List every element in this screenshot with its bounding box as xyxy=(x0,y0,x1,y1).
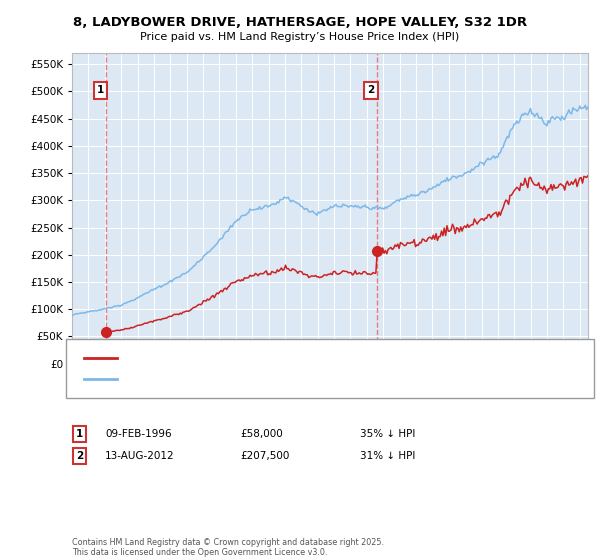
Text: 2: 2 xyxy=(76,451,83,461)
Text: HPI: Average price, detached house, Derbyshire Dales: HPI: Average price, detached house, Derb… xyxy=(126,374,383,383)
Text: 1: 1 xyxy=(97,86,104,95)
Text: £58,000: £58,000 xyxy=(240,429,283,439)
Text: 8, LADYBOWER DRIVE, HATHERSAGE, HOPE VALLEY, S32 1DR (detached house): 8, LADYBOWER DRIVE, HATHERSAGE, HOPE VAL… xyxy=(126,353,503,362)
Text: 8, LADYBOWER DRIVE, HATHERSAGE, HOPE VALLEY, S32 1DR: 8, LADYBOWER DRIVE, HATHERSAGE, HOPE VAL… xyxy=(73,16,527,29)
Text: 35% ↓ HPI: 35% ↓ HPI xyxy=(360,429,415,439)
Text: 31% ↓ HPI: 31% ↓ HPI xyxy=(360,451,415,461)
Text: 09-FEB-1996: 09-FEB-1996 xyxy=(105,429,172,439)
Text: Contains HM Land Registry data © Crown copyright and database right 2025.
This d: Contains HM Land Registry data © Crown c… xyxy=(72,538,384,557)
Text: 1: 1 xyxy=(76,429,83,439)
Text: £207,500: £207,500 xyxy=(240,451,289,461)
Text: 13-AUG-2012: 13-AUG-2012 xyxy=(105,451,175,461)
Text: Price paid vs. HM Land Registry’s House Price Index (HPI): Price paid vs. HM Land Registry’s House … xyxy=(140,32,460,43)
Text: 2: 2 xyxy=(367,86,374,95)
